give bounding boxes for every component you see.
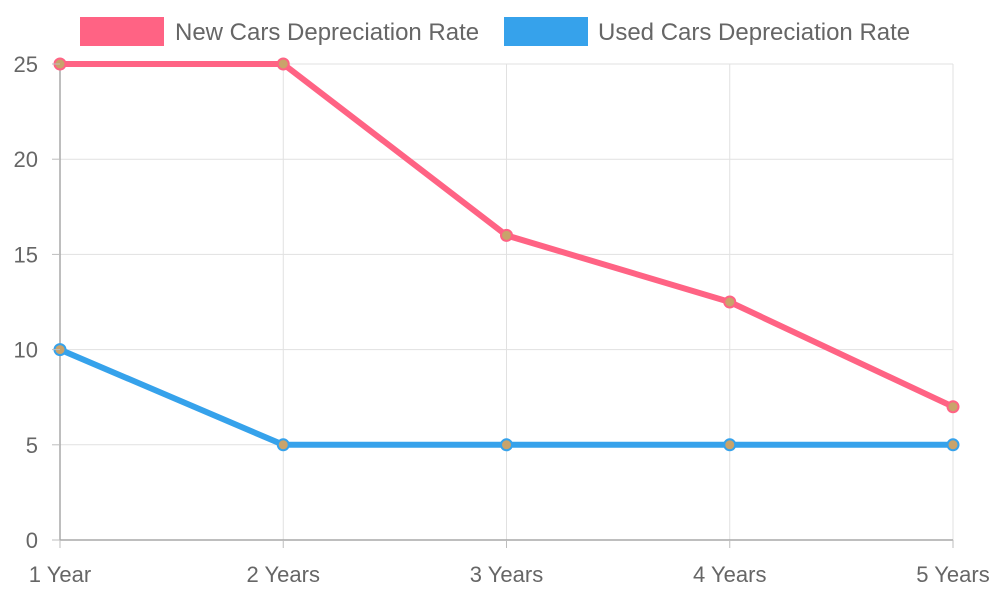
data-point[interactable] <box>946 438 960 452</box>
data-point[interactable] <box>276 438 290 452</box>
x-tick-label: 1 Year <box>29 562 91 587</box>
legend-swatch <box>80 17 164 46</box>
legend-label[interactable]: New Cars Depreciation Rate <box>175 19 479 46</box>
y-tick-label: 10 <box>14 338 38 363</box>
legend-swatch <box>504 17 588 46</box>
x-axis-ticks: 1 Year 2 Years 3 Years 4 Years 5 Years <box>29 540 990 587</box>
x-tick-label: 3 Years <box>470 562 543 587</box>
x-tick-label: 5 Years <box>916 562 989 587</box>
data-point[interactable] <box>500 228 513 242</box>
data-point[interactable] <box>723 438 737 452</box>
y-tick-label: 20 <box>14 147 38 172</box>
y-tick-label: 0 <box>26 528 38 553</box>
data-point[interactable] <box>500 438 513 452</box>
grid-lines <box>60 63 954 540</box>
legend: New Cars Depreciation Rate Used Cars Depr… <box>80 17 910 46</box>
data-point[interactable] <box>946 400 960 414</box>
data-points <box>53 57 960 452</box>
y-axis-ticks: 0 5 10 15 20 25 <box>14 52 60 553</box>
x-tick-label: 2 Years <box>247 562 320 587</box>
data-point[interactable] <box>723 295 737 309</box>
legend-label[interactable]: Used Cars Depreciation Rate <box>598 19 910 46</box>
y-tick-label: 5 <box>26 433 38 458</box>
y-tick-label: 15 <box>14 242 38 267</box>
y-tick-label: 25 <box>14 52 38 77</box>
data-point[interactable] <box>276 57 290 71</box>
x-tick-label: 4 Years <box>693 562 766 587</box>
